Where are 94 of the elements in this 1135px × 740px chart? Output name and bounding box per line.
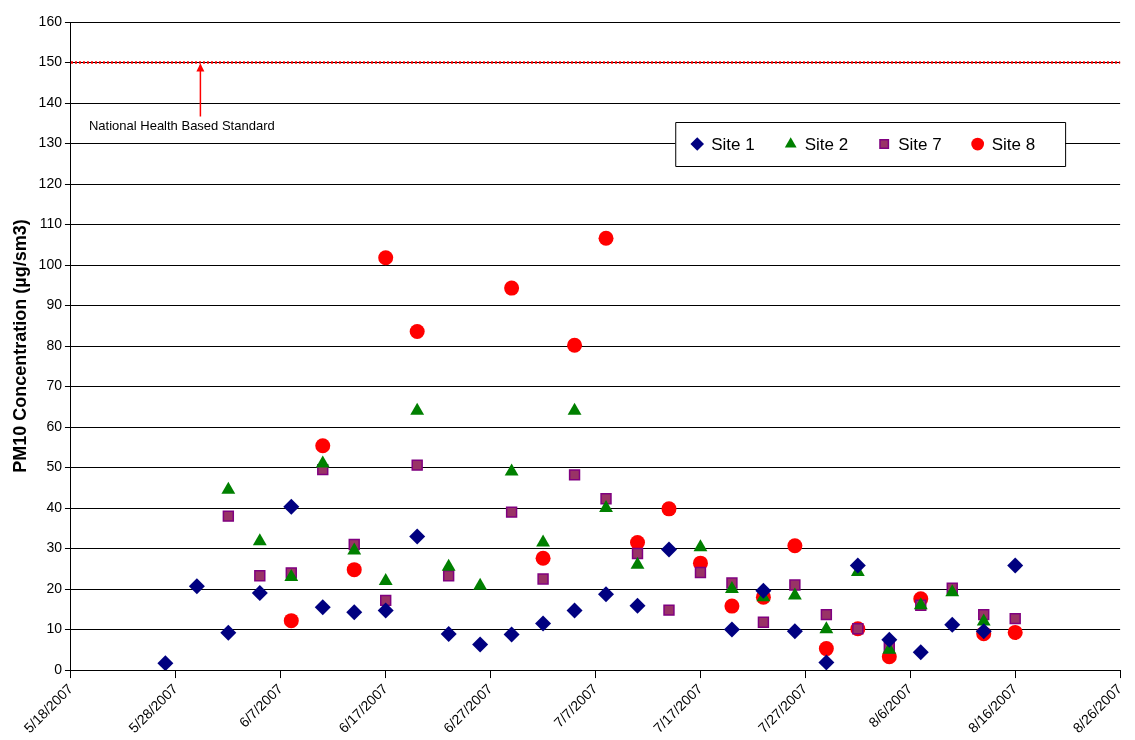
point bbox=[599, 500, 613, 513]
y-tick-label: 40 bbox=[46, 498, 63, 515]
point bbox=[220, 624, 237, 641]
point bbox=[820, 608, 833, 621]
point bbox=[347, 542, 362, 555]
point bbox=[566, 602, 583, 619]
y-tick-label: 100 bbox=[38, 255, 63, 272]
point bbox=[786, 623, 803, 640]
point bbox=[504, 463, 519, 476]
point bbox=[1007, 624, 1023, 640]
point bbox=[912, 644, 929, 661]
point bbox=[629, 597, 646, 614]
y-tick-label: 160 bbox=[38, 12, 63, 29]
y-tick-label: 120 bbox=[38, 174, 63, 191]
point bbox=[409, 528, 426, 545]
legend-label: Site 2 bbox=[804, 134, 849, 154]
y-tick-label: 50 bbox=[46, 458, 63, 475]
point bbox=[818, 654, 835, 671]
y-tick-label: 60 bbox=[46, 417, 63, 434]
point bbox=[567, 337, 583, 353]
point bbox=[598, 230, 614, 246]
point bbox=[567, 402, 582, 415]
y-tick-label: 30 bbox=[46, 539, 63, 556]
legend-label: Site 8 bbox=[991, 134, 1036, 154]
point bbox=[723, 621, 740, 638]
y-tick-label: 10 bbox=[46, 620, 63, 637]
y-tick-label: 20 bbox=[46, 579, 63, 596]
y-tick-label: 70 bbox=[46, 377, 63, 394]
point bbox=[505, 506, 518, 518]
point bbox=[409, 323, 425, 339]
point bbox=[377, 602, 394, 619]
point bbox=[663, 604, 675, 616]
y-tick-label: 110 bbox=[39, 215, 63, 232]
point bbox=[472, 636, 489, 653]
point bbox=[254, 570, 266, 582]
point bbox=[157, 655, 174, 671]
point bbox=[724, 598, 740, 614]
point bbox=[440, 626, 457, 643]
point bbox=[789, 579, 801, 591]
point bbox=[537, 573, 549, 585]
point bbox=[693, 539, 708, 552]
point bbox=[568, 469, 581, 481]
point bbox=[535, 615, 552, 632]
point bbox=[694, 566, 707, 579]
y-tick-label: 150 bbox=[38, 53, 63, 70]
point bbox=[1009, 612, 1021, 625]
point bbox=[631, 547, 644, 560]
y-axis-title: PM10 Concentration (µg/sm3) bbox=[9, 219, 30, 473]
point bbox=[315, 455, 330, 468]
point bbox=[221, 481, 236, 494]
y-tick-label: 80 bbox=[46, 336, 63, 353]
point bbox=[535, 550, 551, 566]
point bbox=[1007, 557, 1024, 574]
point bbox=[315, 438, 331, 454]
point bbox=[283, 498, 300, 515]
point bbox=[251, 585, 268, 602]
point bbox=[346, 604, 363, 621]
legend-label: Site 7 bbox=[898, 134, 942, 154]
point bbox=[411, 459, 423, 471]
point bbox=[661, 501, 677, 517]
point bbox=[630, 556, 645, 569]
point bbox=[755, 582, 772, 599]
point bbox=[598, 586, 615, 603]
point bbox=[378, 250, 394, 266]
point bbox=[944, 616, 961, 633]
point bbox=[188, 578, 205, 595]
point bbox=[473, 577, 488, 590]
point bbox=[818, 641, 834, 657]
point bbox=[536, 534, 551, 547]
point bbox=[346, 562, 362, 578]
point bbox=[725, 581, 739, 594]
point bbox=[252, 533, 267, 546]
point bbox=[283, 613, 299, 629]
point bbox=[849, 557, 866, 574]
y-tick-label: 130 bbox=[38, 134, 63, 151]
y-tick-label: 0 bbox=[54, 660, 63, 677]
y-tick-label: 140 bbox=[38, 93, 63, 110]
point bbox=[787, 587, 802, 600]
point bbox=[314, 599, 331, 616]
point bbox=[503, 626, 520, 643]
point bbox=[600, 493, 612, 505]
legend-label: Site 1 bbox=[711, 134, 755, 154]
point bbox=[222, 510, 235, 522]
ref-line-label: National Health Based Standard bbox=[88, 118, 275, 134]
point bbox=[441, 558, 456, 571]
point bbox=[757, 616, 770, 628]
point bbox=[819, 621, 834, 634]
point bbox=[881, 631, 898, 648]
point bbox=[504, 280, 520, 296]
point bbox=[787, 538, 803, 554]
y-tick-label: 90 bbox=[46, 296, 63, 313]
point bbox=[410, 402, 425, 415]
point bbox=[630, 534, 646, 550]
point bbox=[660, 541, 677, 558]
